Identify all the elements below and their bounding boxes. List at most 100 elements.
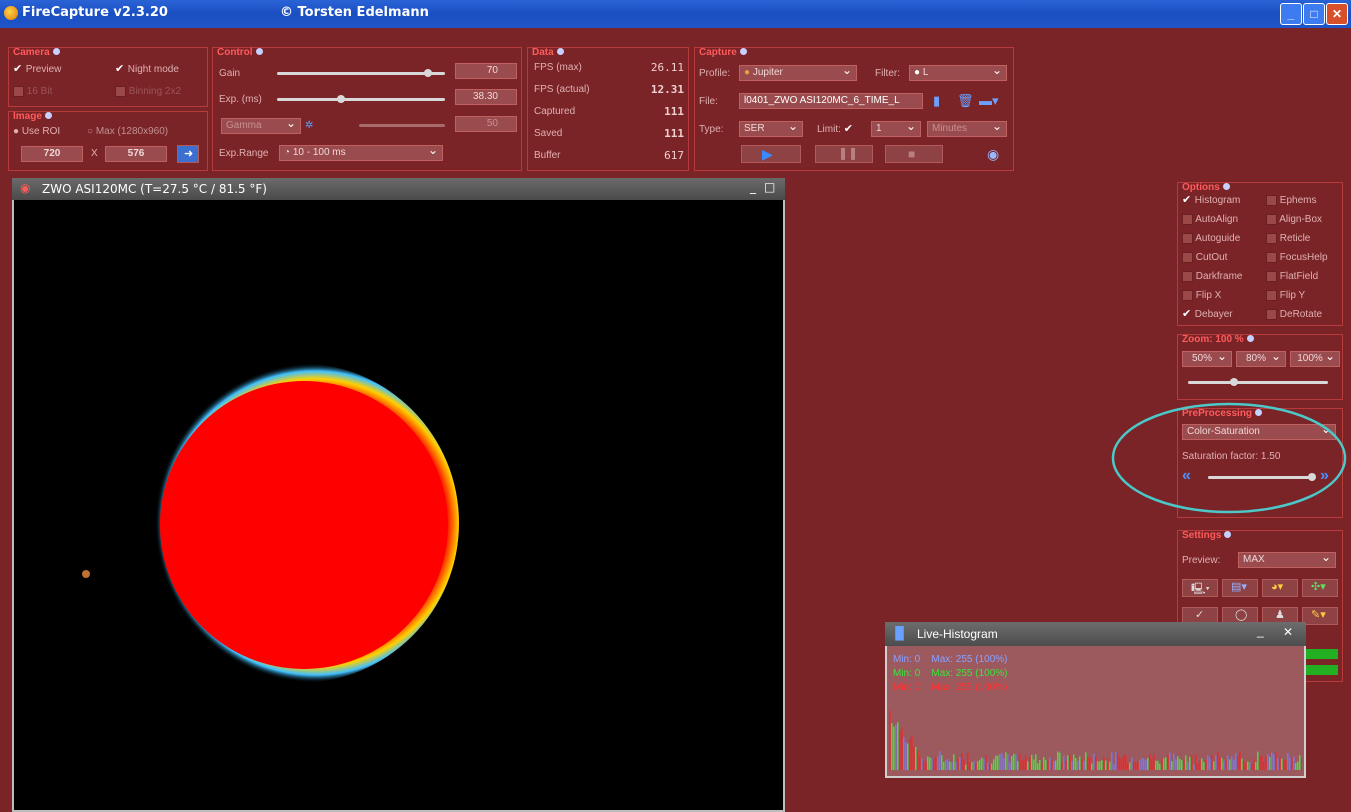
option-checkbox[interactable]: ✔ Debayer [1182, 309, 1233, 321]
filter-select[interactable]: ● L [909, 65, 1007, 81]
live-histogram-window[interactable]: Min: 0 Max: 255 (100%) Min: 0 Max: 255 (… [885, 622, 1306, 778]
histogram-bar [977, 761, 979, 770]
trash-icon[interactable]: 🗑 [957, 93, 974, 108]
storage-button[interactable]: ▤▾ [1222, 579, 1258, 597]
zoom-50-button[interactable]: 50% [1182, 351, 1232, 367]
extras-button[interactable]: ✣▾ [1302, 579, 1338, 597]
profile-select[interactable]: ● Jupiter [739, 65, 857, 81]
exposure-slider-knob[interactable] [336, 95, 345, 103]
image-viewer[interactable] [12, 178, 785, 812]
preview-checkbox[interactable]: ✔ Preview [13, 63, 62, 76]
option-label: Darkframe [1195, 271, 1243, 283]
zoom-100-button[interactable]: 100% [1290, 351, 1340, 367]
use-roi-radio[interactable]: ● Use ROI [13, 126, 61, 137]
zoom-slider-knob[interactable] [1230, 378, 1239, 386]
help-icon[interactable] [255, 48, 263, 55]
maximize-button[interactable]: □ [1303, 3, 1325, 25]
viewer-minimize-icon[interactable]: _ [750, 180, 756, 194]
max-resolution-radio[interactable]: ○ Max (1280x960) [87, 126, 169, 137]
close-button[interactable]: ✕ [1326, 3, 1348, 25]
histogram-minimize-icon[interactable]: _ [1257, 624, 1264, 638]
start-capture-button[interactable]: ▶ [741, 145, 801, 163]
data-panel: Data FPS (max) 26.11 FPS (actual) 12.31 … [527, 47, 689, 171]
file-options-icon[interactable]: ▮ [933, 93, 941, 108]
limit-checkbox[interactable]: Limit: ✔ [817, 123, 853, 136]
capture-panel: Capture Profile: ● Jupiter Filter: ● L F… [694, 47, 1014, 171]
type-select[interactable]: SER [739, 121, 803, 137]
option-checkbox[interactable]: DeRotate [1266, 309, 1322, 320]
histogram-bar [1293, 756, 1295, 770]
option-checkbox[interactable]: FlatField [1266, 271, 1318, 282]
histogram-bar [1295, 763, 1297, 770]
help-icon[interactable] [739, 48, 747, 55]
preprocessing-mode-select[interactable]: Color-Saturation [1182, 424, 1336, 440]
monitor-button[interactable]: 🖳▾ [1182, 579, 1218, 597]
exposure-slider[interactable] [277, 98, 445, 101]
histogram-bar [1027, 761, 1029, 770]
histogram-bar [1217, 751, 1219, 770]
16bit-checkbox[interactable]: 16 Bit [13, 86, 52, 97]
limit-unit-select[interactable]: Minutes [927, 121, 1007, 137]
histogram-bar [1107, 758, 1109, 770]
pause-button[interactable]: ❚❚ [815, 145, 873, 163]
gamma-select[interactable]: Gamma [221, 118, 301, 134]
option-checkbox[interactable]: AutoAlign [1182, 214, 1238, 225]
tool-button-2[interactable]: ◯ [1222, 607, 1258, 625]
option-checkbox[interactable]: Flip X [1182, 290, 1221, 301]
file-name-field[interactable]: l0401_ZWO ASI120MC_6_TIME_L [739, 93, 923, 109]
zoom-panel: Zoom: 100 % 50% 80% 100% [1177, 334, 1343, 400]
histogram-bar [1135, 763, 1137, 770]
gamma-slider[interactable] [359, 124, 445, 127]
roi-width-field[interactable]: 720 [21, 146, 83, 162]
help-icon[interactable] [52, 48, 60, 55]
exposure-range-select[interactable]: ◔ 10 - 100 ms [279, 145, 443, 161]
stop-button[interactable]: ■ [885, 145, 943, 163]
tool-button-4[interactable]: ✎▾ [1302, 607, 1338, 625]
folder-icon[interactable]: ▬▾ [979, 93, 999, 108]
snapshot-icon[interactable]: ◉ [987, 146, 1000, 162]
histogram-bar [1191, 754, 1193, 770]
option-checkbox[interactable]: ✔ Histogram [1182, 195, 1240, 207]
preview-mode-select[interactable]: MAX [1238, 552, 1336, 568]
tool-button-1[interactable]: ✓ [1182, 607, 1218, 625]
roi-height-field[interactable]: 576 [105, 146, 167, 162]
help-icon[interactable] [44, 112, 52, 119]
option-checkbox[interactable]: Autoguide [1182, 233, 1240, 244]
option-checkbox[interactable]: Ephems [1266, 195, 1316, 206]
saturation-slider-knob[interactable] [1308, 473, 1316, 481]
decrease-arrow-icon[interactable]: « [1182, 467, 1191, 484]
color-button[interactable]: ◕▾ [1262, 579, 1298, 597]
gamma-value-field[interactable]: 50 [455, 116, 517, 132]
limit-value-select[interactable]: 1 [871, 121, 921, 137]
option-checkbox[interactable]: CutOut [1182, 252, 1227, 263]
histogram-close-icon[interactable]: ✕ [1283, 625, 1294, 639]
increase-arrow-icon[interactable]: » [1320, 467, 1329, 484]
option-checkbox[interactable]: Reticle [1266, 233, 1310, 244]
minimize-button[interactable]: _ [1280, 3, 1302, 25]
apply-roi-button[interactable]: ➜ [177, 145, 199, 163]
help-icon[interactable] [1255, 409, 1263, 416]
help-icon[interactable] [1246, 335, 1254, 342]
gain-slider-knob[interactable] [424, 69, 433, 77]
binning-checkbox[interactable]: Binning 2x2 [115, 86, 181, 97]
night-mode-checkbox[interactable]: ✔ Night mode [115, 63, 179, 76]
zoom-slider[interactable] [1188, 381, 1328, 384]
option-checkbox[interactable]: Align-Box [1266, 214, 1322, 225]
pen-icon: ✓ [1195, 609, 1205, 621]
gain-slider[interactable] [277, 72, 445, 75]
option-checkbox[interactable]: Darkframe [1182, 271, 1242, 282]
saturation-slider[interactable] [1208, 476, 1312, 479]
clock-icon: ◔ [284, 147, 293, 158]
exposure-value-field[interactable]: 38.30 [455, 89, 517, 105]
zoom-80-button[interactable]: 80% [1236, 351, 1286, 367]
option-checkbox[interactable]: FocusHelp [1266, 252, 1328, 263]
gain-value-field[interactable]: 70 [455, 63, 517, 79]
viewer-maximize-icon[interactable]: □ [764, 180, 776, 194]
option-checkbox[interactable]: Flip Y [1266, 290, 1305, 301]
histogram-bar [965, 764, 967, 770]
gear-icon[interactable]: ✲ [305, 120, 314, 131]
help-icon[interactable] [1222, 183, 1230, 190]
help-icon[interactable] [556, 48, 564, 55]
help-icon[interactable] [1224, 531, 1232, 538]
histogram-bar [1199, 760, 1201, 770]
